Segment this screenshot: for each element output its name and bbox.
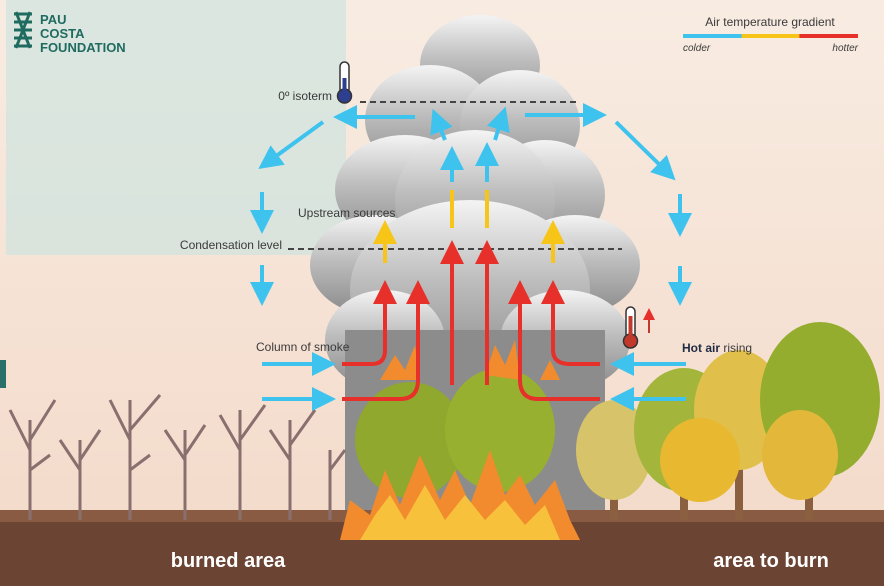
hot-air-bold: Hot air <box>682 341 720 355</box>
isotherm-label: 0º isoterm <box>278 89 332 103</box>
legend-title: Air temperature gradient <box>705 15 835 29</box>
ground-right-label: area to burn <box>713 550 829 572</box>
hot-air-label: Hot air rising <box>682 341 752 355</box>
legend-low: colder <box>683 43 711 54</box>
gradient-bar <box>683 34 858 38</box>
upstream-label: Upstream sources <box>298 206 395 220</box>
condensation-label: Condensation level <box>180 238 282 252</box>
hot-air-rest: rising <box>723 341 752 355</box>
logo-text: FOUNDATION <box>40 40 126 55</box>
diagram: PAU COSTA FOUNDATION Air temperature gra… <box>0 0 884 586</box>
thermometer-cold <box>338 62 352 103</box>
legend-high: hotter <box>832 43 858 54</box>
edge-mark <box>0 360 6 388</box>
ground-left-label: burned area <box>171 550 286 572</box>
logo-text: COSTA <box>40 26 85 41</box>
logo-text: PAU <box>40 12 66 27</box>
column-label: Column of smoke <box>256 340 350 354</box>
